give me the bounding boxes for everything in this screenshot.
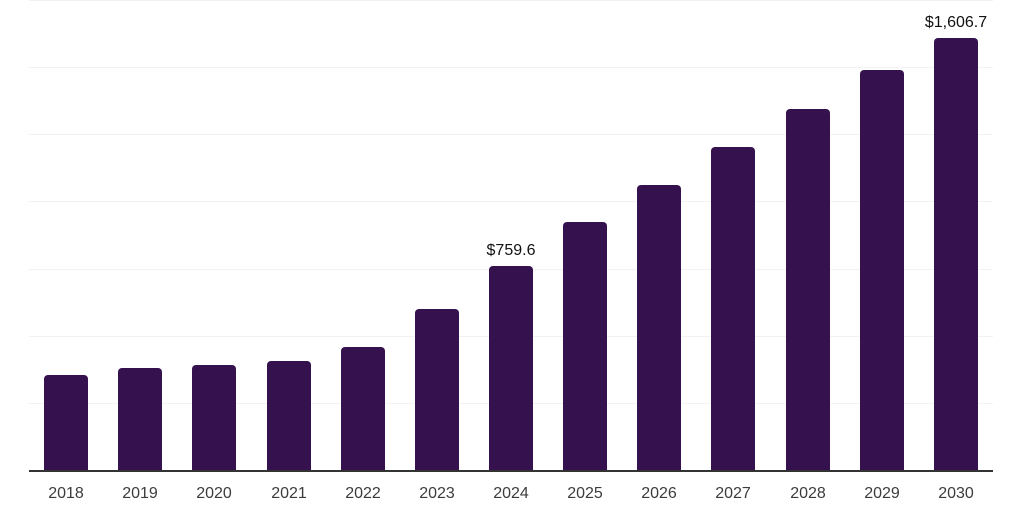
x-tick-label-2022: 2022 xyxy=(345,485,381,502)
bar-value-label-2024: $759.6 xyxy=(486,242,536,259)
bar-2029[interactable] xyxy=(860,70,904,470)
x-tick-label-2029: 2029 xyxy=(864,485,900,502)
x-tick-label-2025: 2025 xyxy=(567,485,603,502)
x-tick-label-2020: 2020 xyxy=(196,485,232,502)
x-tick-label-2030: 2030 xyxy=(938,485,974,502)
bar-2023[interactable] xyxy=(415,309,459,470)
x-tick-label-2023: 2023 xyxy=(419,485,455,502)
x-tick-label-2024: 2024 xyxy=(493,485,529,502)
gridline-1500 xyxy=(29,67,993,68)
gridline-1250 xyxy=(29,134,993,135)
bar-2020[interactable] xyxy=(192,365,236,470)
bar-2027[interactable] xyxy=(711,147,755,470)
bar-2022[interactable] xyxy=(341,347,385,470)
x-tick-label-2019: 2019 xyxy=(122,485,158,502)
bar-2019[interactable] xyxy=(118,368,162,470)
x-axis-line xyxy=(29,470,993,472)
gridline-1750 xyxy=(29,0,993,1)
bar-2024[interactable] xyxy=(489,266,533,470)
x-tick-label-2028: 2028 xyxy=(790,485,826,502)
x-tick-label-2027: 2027 xyxy=(715,485,751,502)
bar-2026[interactable] xyxy=(637,185,681,470)
bar-2030[interactable] xyxy=(934,38,978,470)
bar-value-label-2030: $1,606.7 xyxy=(924,14,988,31)
bar-2028[interactable] xyxy=(786,109,830,470)
x-tick-label-2026: 2026 xyxy=(641,485,677,502)
x-tick-label-2021: 2021 xyxy=(271,485,307,502)
x-tick-label-2018: 2018 xyxy=(48,485,84,502)
gridline-1000 xyxy=(29,201,993,202)
bar-2018[interactable] xyxy=(44,375,88,470)
bar-2021[interactable] xyxy=(267,361,311,470)
bar-2025[interactable] xyxy=(563,222,607,470)
